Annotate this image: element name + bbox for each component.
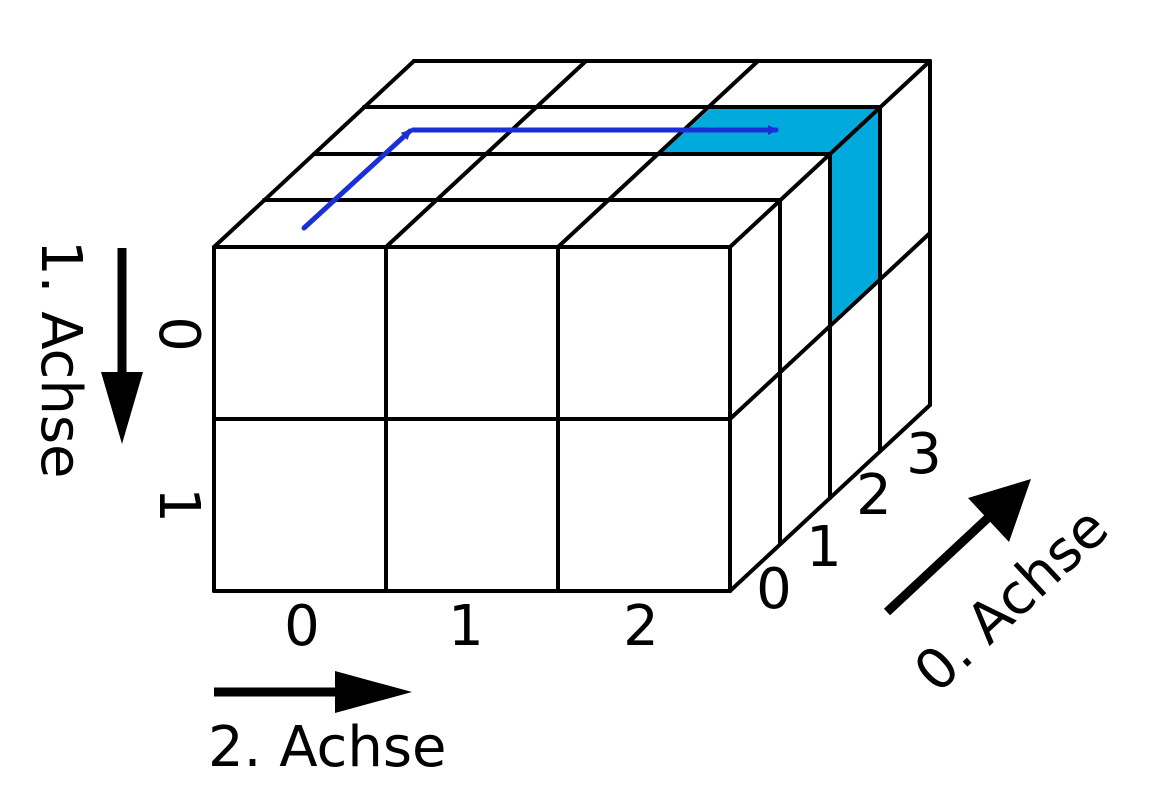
- axis0-index-label: 1: [806, 515, 842, 580]
- axis1-index-label: 0: [146, 316, 211, 352]
- traversal-arrow-axis0: [301, 128, 413, 231]
- axis2-label: 2. Achse: [208, 715, 446, 780]
- traversal-path-arrows: [301, 125, 779, 231]
- axis2-index-label: 0: [284, 594, 320, 659]
- axis2-arrow: [214, 671, 412, 713]
- axis2-index-labels: 0 1 2: [284, 594, 659, 659]
- axis1-label: 1. Achse: [28, 240, 93, 478]
- axis2-index-label: 1: [448, 594, 484, 659]
- axis0-index-label: 3: [906, 422, 942, 487]
- cube: [212, 59, 932, 593]
- axis0-index-label: 2: [856, 463, 892, 528]
- cube-grid-lines: [212, 59, 932, 593]
- axis0-index-labels: 0 1 2 3: [756, 422, 942, 622]
- axis-direction-arrows: [101, 248, 1031, 713]
- axis1-arrow: [101, 248, 143, 444]
- axis0-index-label: 0: [756, 557, 792, 622]
- highlighted-side-cell: [830, 107, 880, 323]
- axis2-index-label: 2: [623, 594, 659, 659]
- axis1-index-labels: 0 1: [146, 316, 211, 523]
- axis0-arrow: [883, 479, 1031, 616]
- axis1-index-label: 1: [146, 487, 211, 523]
